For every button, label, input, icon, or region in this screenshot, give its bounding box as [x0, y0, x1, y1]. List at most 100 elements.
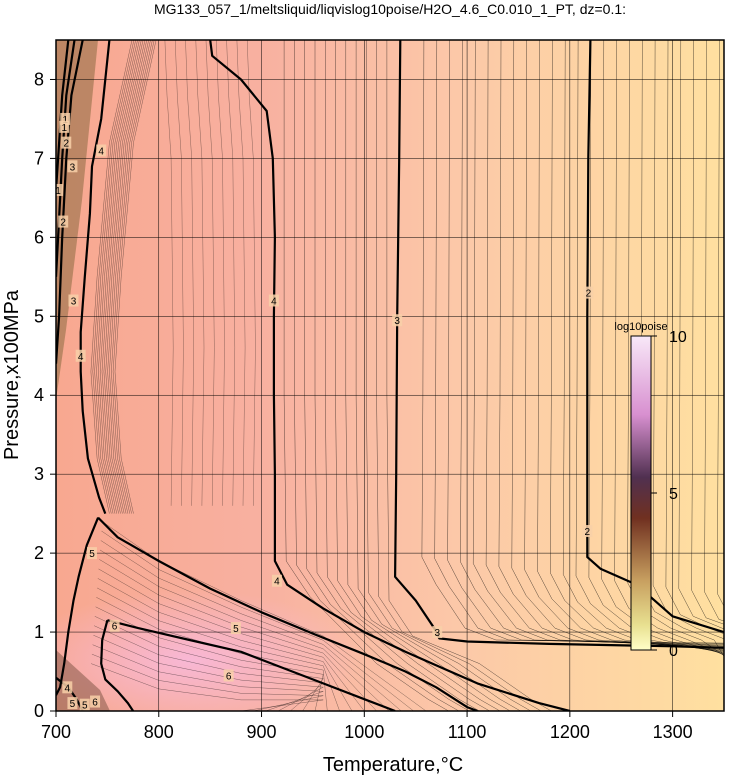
- contour-line-3: [56, 40, 84, 364]
- minor-contour-line: [421, 40, 724, 644]
- minor-contour-line: [511, 40, 724, 649]
- minor-contour-line: [96, 40, 138, 514]
- minor-contour-line: [92, 644, 324, 711]
- contour-line-3: [394, 40, 724, 649]
- y-tick-label: 1: [34, 622, 44, 642]
- minor-contour-line: [97, 587, 340, 711]
- contour-label: 2: [585, 527, 591, 538]
- minor-contour-line: [205, 40, 215, 506]
- x-tick-label: 1000: [344, 722, 384, 742]
- contour-label: 1: [55, 186, 61, 197]
- contour-label-bg: [68, 294, 79, 307]
- contour-label: 3: [70, 162, 76, 173]
- minor-contour-line: [112, 40, 155, 514]
- contour-label-bg: [90, 695, 101, 708]
- minor-contour-line: [195, 40, 205, 506]
- minor-contour-line: [105, 40, 147, 514]
- contour-label-bg: [109, 619, 120, 632]
- y-tick-label: 3: [34, 464, 44, 484]
- contour-label-bg: [61, 136, 72, 149]
- colorbar-tick-label: 5: [669, 486, 678, 503]
- contour-label: 6: [92, 698, 98, 709]
- colorbar-ticks: 0 5 10: [651, 329, 687, 660]
- minor-contour-line: [524, 40, 724, 650]
- minor-contour-line: [434, 40, 724, 645]
- minor-contour-line: [614, 40, 724, 656]
- minor-contour-line: [283, 40, 449, 711]
- high-viscosity-region: [56, 590, 360, 711]
- minor-contour-line: [304, 40, 470, 711]
- minor-contour-line: [550, 40, 724, 652]
- contour-label-bg: [432, 626, 443, 639]
- minor-contour-line: [601, 40, 724, 655]
- x-tick-label: 1100: [448, 722, 487, 742]
- minor-contour-line: [447, 40, 724, 645]
- contour-label-bg: [583, 286, 594, 299]
- minor-contour-line: [107, 40, 149, 514]
- contour-label-bg: [75, 349, 86, 362]
- minor-contour-line: [386, 40, 552, 711]
- minor-contour-line: [691, 40, 724, 660]
- y-axis-title: Pressure,x100MPa: [1, 289, 23, 460]
- minor-contour-line: [314, 40, 480, 711]
- colorbar-ramp: [630, 335, 652, 651]
- minor-contour-line: [376, 40, 542, 711]
- minor-contour-line: [335, 40, 501, 711]
- minor-contour-line: [345, 40, 511, 711]
- minor-contour-line: [101, 40, 144, 514]
- contour-label: 4: [78, 352, 84, 363]
- minor-contour-line: [175, 40, 184, 506]
- minor-contour-line: [164, 40, 174, 506]
- y-tick-label: 0: [34, 701, 44, 721]
- contour-label: 4: [274, 577, 280, 588]
- chart-title: MG133_057_1/meltsliquid/liqvislog10poise…: [154, 1, 626, 17]
- contour-label-bg: [59, 120, 70, 133]
- minor-contour-line: [98, 568, 365, 711]
- minor-contour-line: [99, 549, 390, 711]
- minor-contour-line: [717, 40, 724, 662]
- minor-contour-line: [678, 40, 724, 659]
- minor-contour-line: [665, 40, 724, 659]
- minor-contour-line: [366, 40, 531, 711]
- y-tick-label: 4: [34, 385, 44, 405]
- x-axis-title: Temperature,°C: [323, 754, 463, 776]
- minor-contour-line: [226, 40, 236, 506]
- minor-contour-line: [92, 40, 135, 514]
- x-tick-label: 1300: [653, 722, 693, 742]
- minor-contour-line: [325, 40, 490, 711]
- minor-contour-line: [485, 40, 724, 648]
- x-tick-label: 800: [144, 722, 174, 742]
- contour-label: 5: [89, 549, 95, 560]
- minor-contour-line: [247, 40, 256, 506]
- minor-contour-line: [99, 559, 377, 711]
- y-tick-label: 6: [34, 227, 44, 247]
- y-tick-label: 5: [34, 306, 44, 326]
- contour-label-bg: [223, 669, 234, 682]
- contour-line-4: [209, 40, 571, 711]
- contour-line-5: [97, 516, 478, 711]
- colorbar-title: log10poise: [614, 321, 667, 333]
- contour-line-6: [100, 619, 135, 711]
- minor-contour-line: [185, 40, 194, 506]
- colorbar-tick-label: 10: [669, 329, 687, 346]
- contour-label-bg: [268, 294, 279, 307]
- minor-contour-line: [94, 616, 324, 711]
- contour-line-2: [56, 40, 76, 277]
- minor-contour-line: [537, 40, 724, 651]
- contour-label: 4: [271, 297, 277, 308]
- x-tick-label: 700: [41, 722, 71, 742]
- contour-line-4: [79, 40, 111, 514]
- contour-label: 3: [71, 297, 77, 308]
- contour-label: 4: [65, 683, 71, 694]
- contour-line-2: [586, 40, 724, 634]
- contour-label-bg: [60, 112, 71, 125]
- contour-label: 1: [61, 123, 67, 134]
- major-contours: [56, 40, 724, 711]
- minor-contour-line: [294, 40, 460, 711]
- minor-contour-line: [472, 40, 724, 647]
- y-tick-label: 7: [34, 148, 44, 168]
- contour-label-bg: [271, 574, 282, 587]
- contour-label-bg: [67, 697, 78, 710]
